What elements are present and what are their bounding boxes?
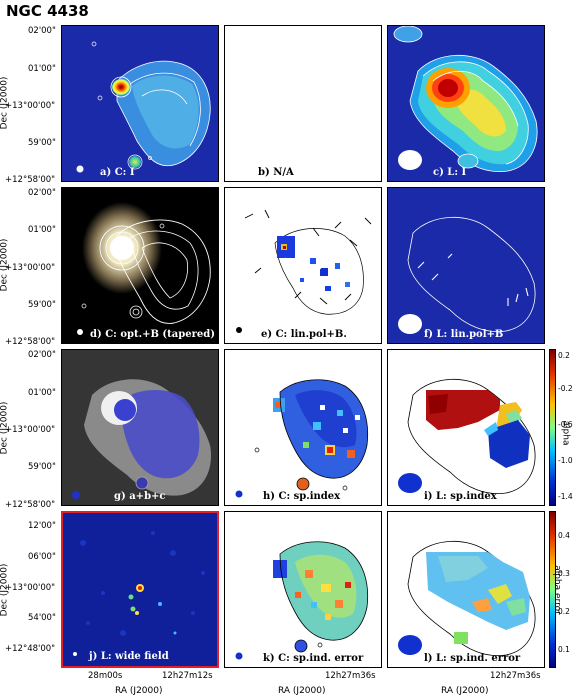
panel-i-l-band-spectral-index: i) L: sp.index — [387, 349, 545, 506]
dec-tick-r1-1: 02'00" — [28, 26, 56, 36]
ra-axis-label-1: RA (J2000) — [115, 686, 163, 696]
alpha-tick-2: -0.2 — [558, 384, 573, 393]
dec-tick-r3-5: +12°58'00" — [5, 500, 56, 510]
alpha-error-tick-2: 0.3 — [558, 569, 570, 578]
panel-f-label: f) L: lin.pol+B — [424, 329, 504, 340]
panel-g-label: g) a+b+c — [114, 491, 166, 502]
panel-d-label: d) C: opt.+B (tapered) — [90, 329, 215, 340]
panel-g-composite: g) a+b+c — [61, 349, 219, 506]
ra-tick-main-2: 12h27m36s — [490, 671, 541, 681]
panel-i-label: i) L: sp.index — [424, 491, 497, 502]
dec-tick-r3-0: +12°58'00" — [5, 337, 56, 347]
panel-c-label: c) L: I — [433, 167, 467, 178]
dec-tick-r2-3: +13°00'00" — [5, 263, 56, 273]
panel-e-c-band-polarization: e) C: lin.pol+B. — [224, 187, 382, 344]
panel-e-label: e) C: lin.pol+B. — [261, 329, 347, 340]
alpha-tick-3: -0.6 — [558, 420, 573, 429]
panel-j-label: j) L: wide field — [89, 651, 169, 662]
figure-title: NGC 4438 — [6, 2, 89, 20]
dec-tick-r4-2: 06'00" — [28, 552, 56, 562]
dec-tick-r4-4: 54'00" — [28, 613, 56, 623]
ra-tick-wide-1: 28m00s — [88, 671, 123, 681]
dec-tick-r1-5: +12°58'00" — [5, 175, 56, 185]
panel-b-label: b) N/A — [258, 167, 294, 178]
dec-tick-r3-1: 02'00" — [28, 350, 56, 360]
panel-k-label: k) C: sp.ind. error — [263, 653, 364, 664]
ra-axis-label-2: RA (J2000) — [278, 686, 326, 696]
panel-a-label: a) C: I — [100, 167, 135, 178]
panel-d-optical-plus-bfield: d) C: opt.+B (tapered) — [61, 187, 219, 344]
dec-tick-r4-5: +12°48'00" — [5, 644, 56, 654]
ra-tick-wide-2: 12h27m12s — [162, 671, 213, 681]
dec-tick-r2-1: 02'00" — [28, 188, 56, 198]
dec-tick-r1-3: +13°00'00" — [5, 101, 56, 111]
alpha-error-tick-1: 0.4 — [558, 531, 570, 540]
dec-tick-r2-4: 59'00" — [28, 300, 56, 310]
dec-axis-label-r4: Dec (J2000) — [0, 563, 10, 617]
dec-axis-label-r2: Dec (J2000) — [0, 238, 10, 292]
panel-j-l-band-wide-field: j) L: wide field — [61, 511, 219, 668]
panel-b-not-available: b) N/A — [224, 25, 382, 182]
dec-tick-r4-1: 12'00" — [28, 521, 56, 531]
panel-h-label: h) C: sp.index — [263, 491, 341, 502]
alpha-error-tick-4: 0.1 — [558, 645, 570, 654]
dec-tick-r4-3: +13°00'00" — [5, 583, 56, 593]
panel-c-l-band-intensity: c) L: I — [387, 25, 545, 182]
dec-tick-r3-3: +13°00'00" — [5, 425, 56, 435]
alpha-tick-1: 0.2 — [558, 351, 570, 360]
alpha-tick-5: -1.4 — [558, 492, 573, 501]
dec-axis-label-r3: Dec (J2000) — [0, 401, 10, 455]
panel-h-c-band-spectral-index: h) C: sp.index — [224, 349, 382, 506]
dec-tick-r1-2: 01'00" — [28, 64, 56, 74]
alpha-colorbar — [549, 349, 556, 506]
ra-axis-label-3: RA (J2000) — [441, 686, 489, 696]
alpha-error-tick-3: 0.2 — [558, 607, 570, 616]
panel-l-label: l) L: sp.ind. error — [424, 653, 521, 664]
panel-l-l-band-spectral-index-error: l) L: sp.ind. error — [387, 511, 545, 668]
dec-tick-r1-4: 59'00" — [28, 138, 56, 148]
dec-tick-r2-2: 01'00" — [28, 225, 56, 235]
panel-f-l-band-polarization: f) L: lin.pol+B — [387, 187, 545, 344]
alpha-error-colorbar — [549, 511, 556, 668]
dec-tick-r3-2: 01'00" — [28, 388, 56, 398]
dec-axis-label-r1: Dec (J2000) — [0, 76, 10, 130]
alpha-error-colorbar-label: alpha error — [551, 565, 562, 615]
dec-tick-r3-4: 59'00" — [28, 462, 56, 472]
panel-a-c-band-intensity: a) C: I — [61, 25, 219, 182]
panel-k-c-band-spectral-index-error: k) C: sp.ind. error — [224, 511, 382, 668]
ra-tick-main-1: 12h27m36s — [325, 671, 376, 681]
alpha-colorbar-label: alpha — [560, 420, 571, 446]
alpha-tick-4: -1.0 — [558, 456, 573, 465]
